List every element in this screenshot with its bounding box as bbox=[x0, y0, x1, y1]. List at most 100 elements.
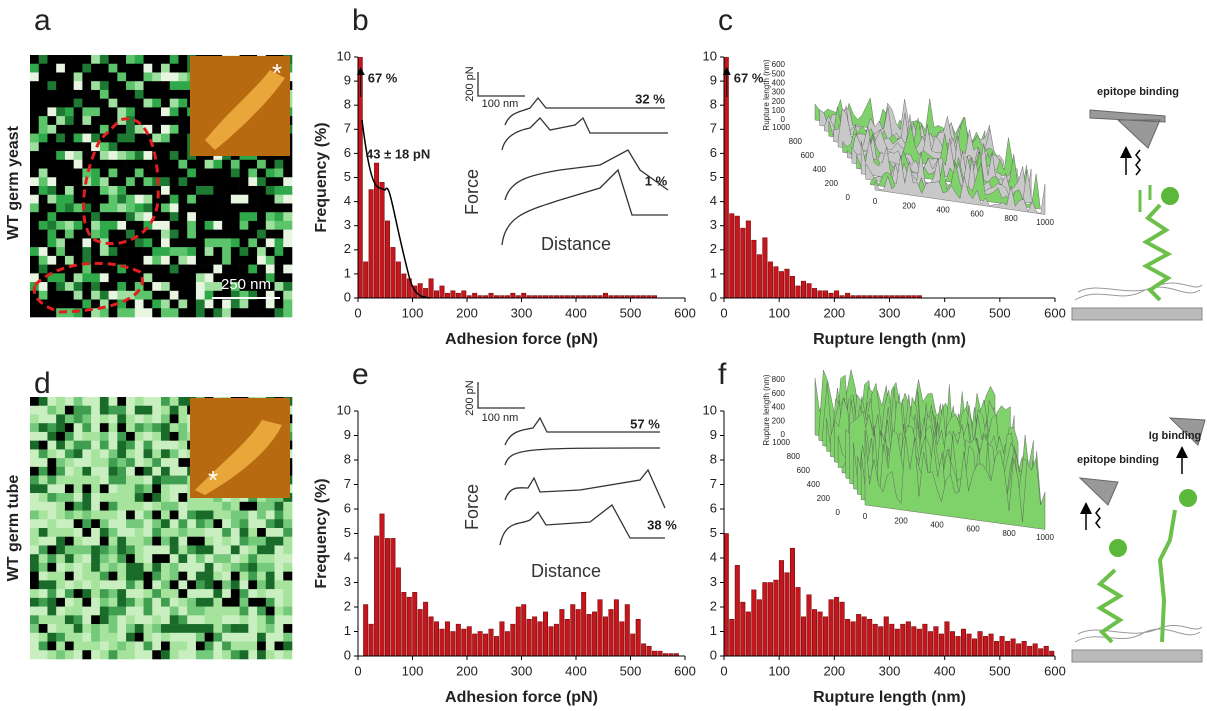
map-pixel bbox=[56, 273, 66, 283]
map-pixel bbox=[230, 528, 240, 538]
map-pixel bbox=[152, 264, 162, 274]
y-tick-label: 8 bbox=[710, 97, 717, 112]
bar bbox=[472, 292, 478, 298]
map-pixel bbox=[257, 641, 267, 651]
bar bbox=[657, 650, 663, 656]
map-pixel bbox=[213, 238, 223, 248]
map-pixel bbox=[222, 589, 232, 599]
map-pixel bbox=[56, 431, 66, 441]
bar bbox=[619, 621, 625, 656]
map-pixel bbox=[56, 55, 66, 65]
map-pixel bbox=[108, 124, 118, 134]
map-pixel bbox=[265, 220, 275, 230]
map-pixel bbox=[117, 449, 127, 459]
map-pixel bbox=[161, 186, 171, 196]
map-pixel bbox=[30, 238, 40, 248]
map-pixel bbox=[30, 431, 40, 441]
map-pixel bbox=[204, 264, 214, 274]
bar bbox=[994, 641, 1000, 656]
map-pixel bbox=[47, 615, 57, 625]
map-pixel bbox=[117, 273, 127, 283]
map-pixel bbox=[265, 545, 275, 555]
map-pixel bbox=[99, 615, 109, 625]
bar bbox=[374, 535, 380, 656]
map-pixel bbox=[134, 440, 144, 450]
bar bbox=[586, 614, 592, 656]
panel-letter: f bbox=[718, 358, 727, 391]
map-pixel bbox=[91, 650, 101, 660]
map-pixel bbox=[213, 229, 223, 239]
map-pixel bbox=[126, 63, 136, 73]
map-pixel bbox=[91, 562, 101, 572]
map-pixel bbox=[82, 501, 92, 511]
map-pixel bbox=[204, 571, 214, 581]
map-pixel bbox=[30, 81, 40, 91]
map-pixel bbox=[187, 589, 197, 599]
panel-letter: e bbox=[352, 358, 369, 391]
map-pixel bbox=[204, 247, 214, 257]
map-pixel bbox=[248, 562, 258, 572]
bar bbox=[944, 621, 950, 656]
map-pixel bbox=[204, 220, 214, 230]
map-pixel bbox=[38, 203, 48, 213]
map-pixel bbox=[161, 545, 171, 555]
map-pixel bbox=[134, 431, 144, 441]
y-tick-label: 600 bbox=[797, 466, 811, 475]
map-pixel bbox=[204, 255, 214, 265]
map-pixel bbox=[283, 308, 293, 318]
map-pixel bbox=[56, 168, 66, 178]
map-pixel bbox=[143, 89, 153, 99]
map-pixel bbox=[248, 255, 258, 265]
z-tick-label: 200 bbox=[772, 97, 786, 106]
map-pixel bbox=[213, 282, 223, 292]
map-pixel bbox=[82, 168, 92, 178]
map-pixel bbox=[143, 493, 153, 503]
bar bbox=[745, 611, 751, 656]
map-pixel bbox=[30, 397, 40, 407]
map-pixel bbox=[117, 107, 127, 117]
map-pixel bbox=[222, 238, 232, 248]
map-pixel bbox=[126, 116, 136, 126]
map-pixel bbox=[82, 562, 92, 572]
map-pixel bbox=[64, 124, 74, 134]
bar bbox=[368, 189, 374, 298]
map-pixel bbox=[178, 247, 188, 257]
map-pixel bbox=[134, 220, 144, 230]
map-pixel bbox=[47, 545, 57, 555]
map-pixel bbox=[47, 519, 57, 529]
map-pixel bbox=[73, 255, 83, 265]
map-pixel bbox=[257, 212, 267, 222]
map-pixel bbox=[274, 168, 284, 178]
map-pixel bbox=[73, 650, 83, 660]
map-pixel bbox=[38, 133, 48, 143]
map-pixel bbox=[169, 212, 179, 222]
map-pixel bbox=[91, 397, 101, 407]
map-pixel bbox=[117, 545, 127, 555]
map-pixel bbox=[161, 177, 171, 187]
map-pixel bbox=[108, 554, 118, 564]
panel-letter: c bbox=[718, 4, 733, 37]
map-pixel bbox=[257, 562, 267, 572]
map-pixel bbox=[169, 528, 179, 538]
map-pixel bbox=[195, 641, 205, 651]
map-pixel bbox=[82, 81, 92, 91]
bar bbox=[889, 623, 895, 656]
map-pixel bbox=[161, 615, 171, 625]
map-pixel bbox=[99, 220, 109, 230]
map-pixel bbox=[274, 519, 284, 529]
map-pixel bbox=[82, 466, 92, 476]
map-pixel bbox=[56, 554, 66, 564]
schematic bbox=[1071, 109, 1203, 321]
map-pixel bbox=[64, 186, 74, 196]
map-pixel bbox=[30, 606, 40, 616]
map-pixel bbox=[99, 458, 109, 468]
map-pixel bbox=[47, 247, 57, 257]
map-pixel bbox=[283, 255, 293, 265]
map-pixel bbox=[213, 299, 223, 309]
bar bbox=[740, 227, 746, 298]
map-pixel bbox=[195, 186, 205, 196]
z-tick-label: 400 bbox=[772, 403, 786, 412]
map-pixel bbox=[152, 168, 162, 178]
map-pixel bbox=[64, 151, 74, 161]
bar bbox=[592, 611, 598, 656]
